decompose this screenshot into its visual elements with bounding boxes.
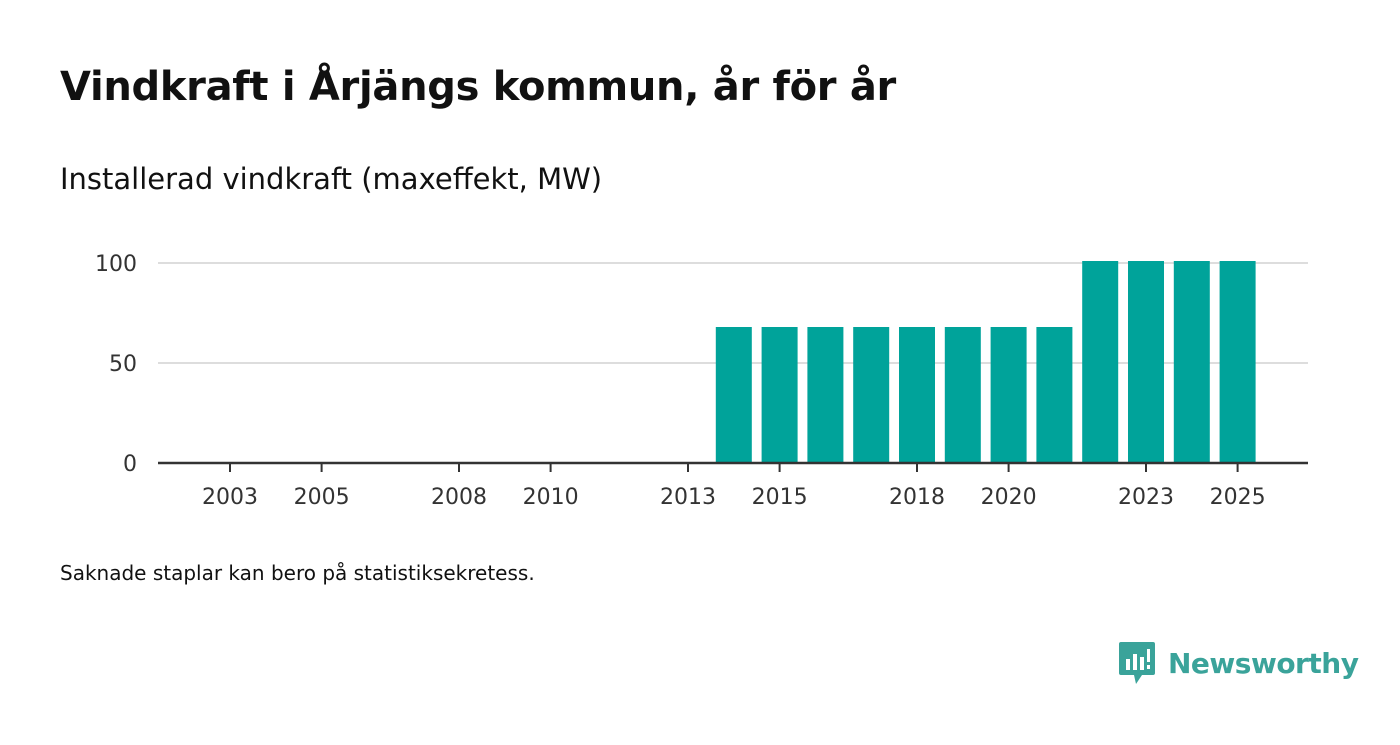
- x-tick-label: 2018: [889, 485, 945, 510]
- y-tick-label: 100: [95, 252, 137, 277]
- x-tick-label: 2003: [202, 485, 258, 510]
- bar-2019: [944, 327, 981, 463]
- x-tick-label: 2013: [660, 485, 716, 510]
- tick-labels: 0 50 100 2003 2005 2008 2010 2013 2015 2018 2020 20…: [95, 252, 1266, 510]
- newsworthy-logo[interactable]: Newsworthy: [1118, 641, 1359, 685]
- bar-2023: [1128, 261, 1164, 463]
- footnote: Saknade staplar kan bero på statistiksek…: [60, 561, 535, 585]
- bar-2018: [899, 327, 935, 463]
- chart-subtitle: Installerad vindkraft (maxeffekt, MW): [60, 162, 603, 196]
- x-tick-label: 2015: [752, 485, 808, 510]
- chart-title: Vindkraft i Årjängs kommun, år för år: [60, 64, 896, 110]
- bar-2024: [1173, 261, 1210, 463]
- bar-2016: [807, 327, 844, 463]
- newsworthy-logo-icon: [1119, 642, 1155, 684]
- bar-2022: [1082, 261, 1119, 463]
- axes: [158, 461, 1308, 472]
- bar-chart: 0 50 100 2003 2005 2008 2010 2013 2015 2018 2020 20…: [95, 252, 1308, 510]
- x-tick-label: 2020: [981, 485, 1037, 510]
- bar-2020: [990, 327, 1027, 463]
- bar-2014: [715, 327, 752, 463]
- x-tick-label: 2008: [431, 485, 487, 510]
- x-tick-label: 2005: [294, 485, 350, 510]
- bar-2025: [1219, 261, 1256, 463]
- bar-2017: [853, 327, 890, 463]
- x-tick-label: 2023: [1118, 485, 1174, 510]
- newsworthy-logo-text: Newsworthy: [1168, 646, 1359, 680]
- bar-2021: [1036, 327, 1073, 463]
- bar-2015: [761, 327, 798, 463]
- y-tick-label: 50: [109, 352, 137, 377]
- y-tick-label: 0: [123, 452, 137, 477]
- bars: [715, 261, 1256, 463]
- x-tick-label: 2025: [1210, 485, 1266, 510]
- x-tick-label: 2010: [523, 485, 579, 510]
